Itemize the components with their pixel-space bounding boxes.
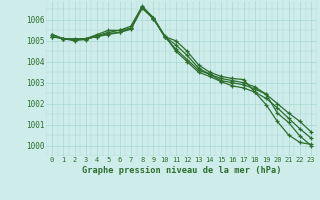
X-axis label: Graphe pression niveau de la mer (hPa): Graphe pression niveau de la mer (hPa) (82, 166, 281, 175)
